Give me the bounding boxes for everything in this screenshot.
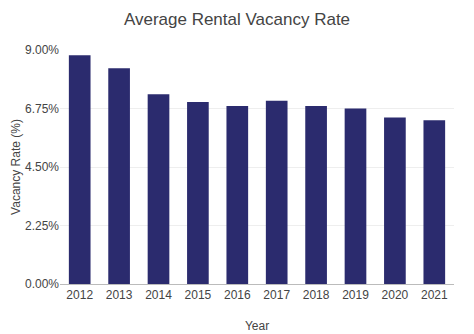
svg-text:2012: 2012 [66, 288, 93, 302]
svg-text:2019: 2019 [342, 288, 369, 302]
svg-text:2.25%: 2.25% [25, 219, 59, 233]
svg-text:0.00%: 0.00% [25, 277, 59, 291]
svg-text:2018: 2018 [303, 288, 330, 302]
svg-text:2021: 2021 [421, 288, 448, 302]
svg-text:2013: 2013 [106, 288, 133, 302]
svg-text:4.50%: 4.50% [25, 160, 59, 174]
svg-text:Average Rental Vacancy Rate: Average Rental Vacancy Rate [124, 10, 350, 29]
svg-text:2015: 2015 [185, 288, 212, 302]
svg-text:2020: 2020 [382, 288, 409, 302]
svg-text:Vacancy Rate (%): Vacancy Rate (%) [9, 119, 23, 215]
svg-text:9.00%: 9.00% [25, 43, 59, 57]
svg-text:2014: 2014 [145, 288, 172, 302]
svg-text:6.75%: 6.75% [25, 102, 59, 116]
svg-text:Year: Year [245, 319, 269, 333]
svg-text:2017: 2017 [263, 288, 290, 302]
svg-text:2016: 2016 [224, 288, 251, 302]
